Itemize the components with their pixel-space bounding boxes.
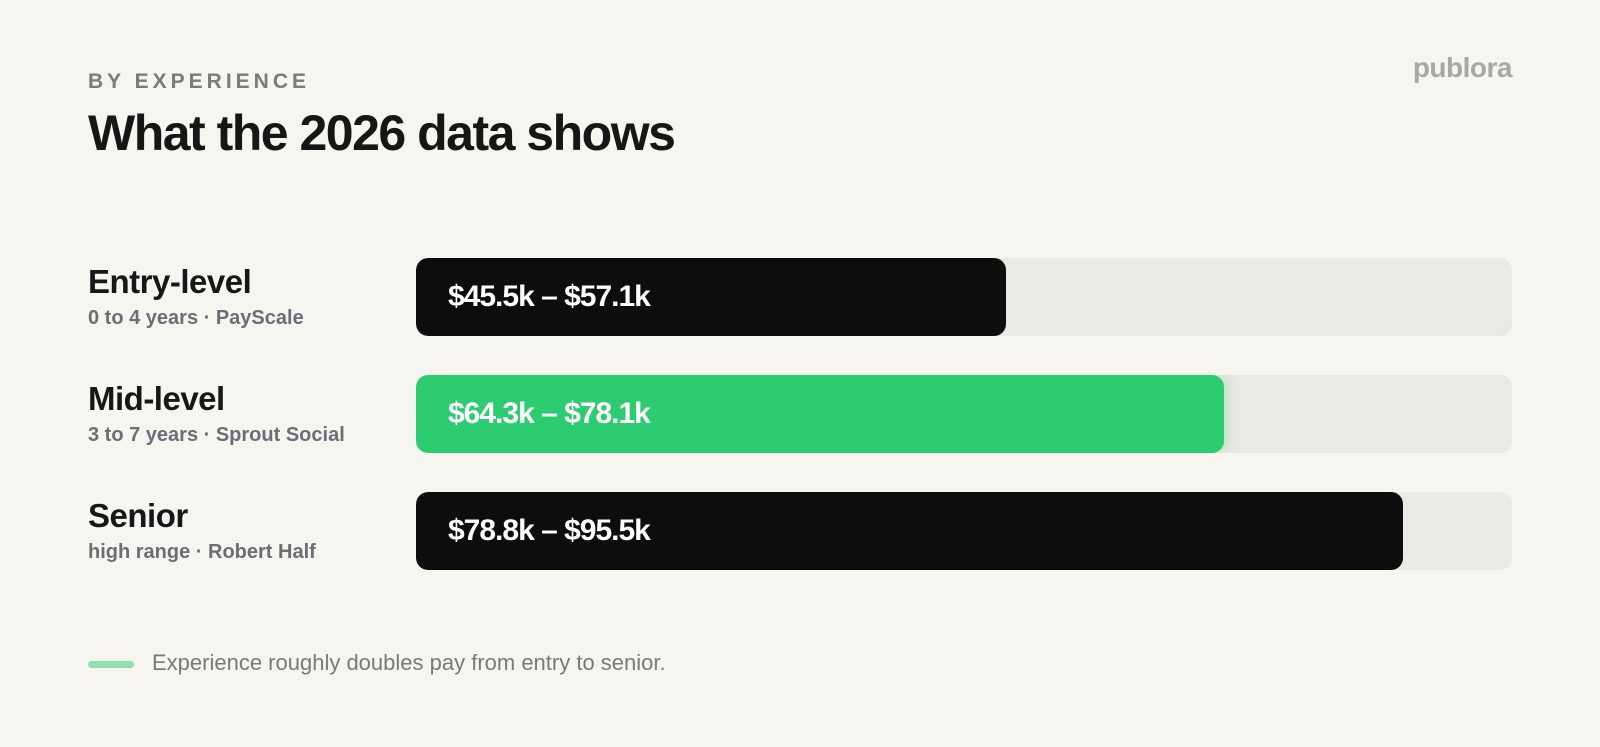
- bar-track: $45.5k – $57.1k: [416, 258, 1512, 336]
- bar-value-label: $78.8k – $95.5k: [448, 514, 651, 547]
- category-subtitle: high range · Robert Half: [88, 541, 316, 563]
- bar-track: $64.3k – $78.1k: [416, 375, 1512, 453]
- bar: $45.5k – $57.1k: [416, 258, 1006, 336]
- brand-logo: publora: [1412, 52, 1513, 83]
- category-label: Mid-level: [88, 380, 225, 417]
- category-label: Entry-level: [88, 263, 252, 300]
- category-subtitle: 0 to 4 years · PayScale: [88, 307, 304, 329]
- category-subtitle: 3 to 7 years · Sprout Social: [88, 424, 345, 446]
- footnote-marker: [88, 661, 134, 668]
- bar-row-label: Senior high range · Robert Half: [88, 496, 408, 566]
- bar-row: Senior high range · Robert Half $78.8k –…: [0, 492, 1600, 570]
- bar-value-label: $64.3k – $78.1k: [448, 397, 651, 430]
- footnote-text: Experience roughly doubles pay from entr…: [152, 650, 666, 675]
- chart-title: What the 2026 data shows: [88, 105, 676, 161]
- bar: $64.3k – $78.1k: [416, 375, 1224, 453]
- bar-value-label: $45.5k – $57.1k: [448, 280, 651, 313]
- bar-row-label: Entry-level 0 to 4 years · PayScale: [88, 262, 408, 332]
- bar: $78.8k – $95.5k: [416, 492, 1403, 570]
- bar-track: $78.8k – $95.5k: [416, 492, 1512, 570]
- eyebrow-label: BY EXPERIENCE: [88, 70, 310, 93]
- bar-row: Entry-level 0 to 4 years · PayScale $45.…: [0, 258, 1600, 336]
- bar-row-label: Mid-level 3 to 7 years · Sprout Social: [88, 379, 408, 449]
- category-label: Senior: [88, 497, 188, 534]
- bar-row: Mid-level 3 to 7 years · Sprout Social $…: [0, 375, 1600, 453]
